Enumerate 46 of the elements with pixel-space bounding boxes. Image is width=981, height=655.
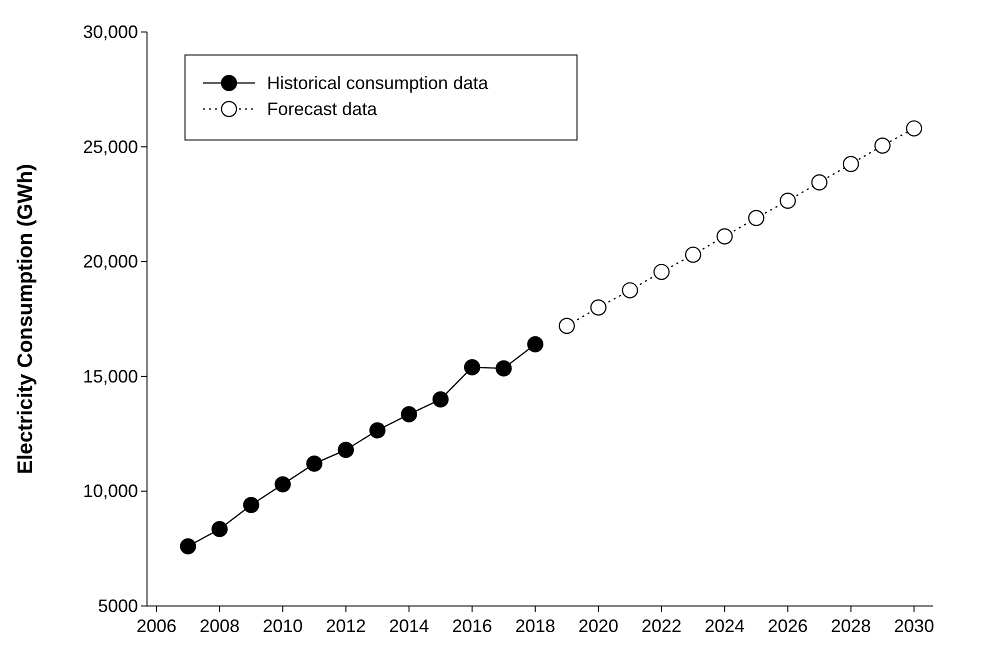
point (400, 406, 418, 422)
point (496, 360, 512, 376)
point (243, 496, 260, 514)
x-tick-label: 2024 (704, 616, 745, 636)
point (212, 520, 228, 538)
x-tick-label: 2014 (388, 616, 430, 636)
point (369, 422, 386, 438)
y-tick-label: 25,000 (82, 136, 138, 157)
y-tick-label: 5000 (98, 596, 138, 616)
point (180, 538, 196, 554)
point (653, 264, 670, 280)
x-tick-label: 2016 (452, 616, 492, 636)
x-tick-label: 2022 (642, 616, 682, 636)
y-tick-label: 10,000 (82, 481, 138, 502)
point (274, 476, 291, 492)
point (684, 246, 702, 263)
legend-label: Forecast data (267, 99, 378, 119)
point (338, 442, 354, 458)
point (716, 228, 733, 244)
y-tick-label: 20,000 (82, 252, 138, 272)
point (780, 192, 796, 209)
x-tick-label: 2028 (830, 616, 871, 636)
point (558, 318, 575, 334)
x-tick-label: 2010 (262, 616, 303, 636)
point (306, 456, 322, 472)
x-tick-label: 2020 (578, 616, 618, 636)
point (748, 210, 764, 226)
point (464, 359, 480, 376)
x-tick-label: 2006 (136, 616, 176, 636)
y-tick-label: 15,000 (82, 366, 138, 386)
point (842, 156, 860, 172)
point (622, 282, 638, 298)
point (906, 120, 922, 137)
y-tick-label: 30,000 (82, 22, 138, 42)
x-tick-label: 2018 (515, 616, 556, 636)
x-tick-label: 2012 (326, 616, 366, 636)
legend-label: Historical consumption data (267, 73, 490, 93)
point (590, 299, 606, 316)
point (432, 391, 449, 408)
x-tick-label: 2030 (894, 616, 934, 636)
x-tick-label: 2026 (768, 616, 808, 636)
point (527, 336, 544, 352)
point (874, 138, 891, 154)
point (811, 174, 828, 190)
x-tick-label: 2008 (200, 616, 240, 636)
y-axis-title: Electricity Consumption (GWh) (14, 164, 37, 474)
